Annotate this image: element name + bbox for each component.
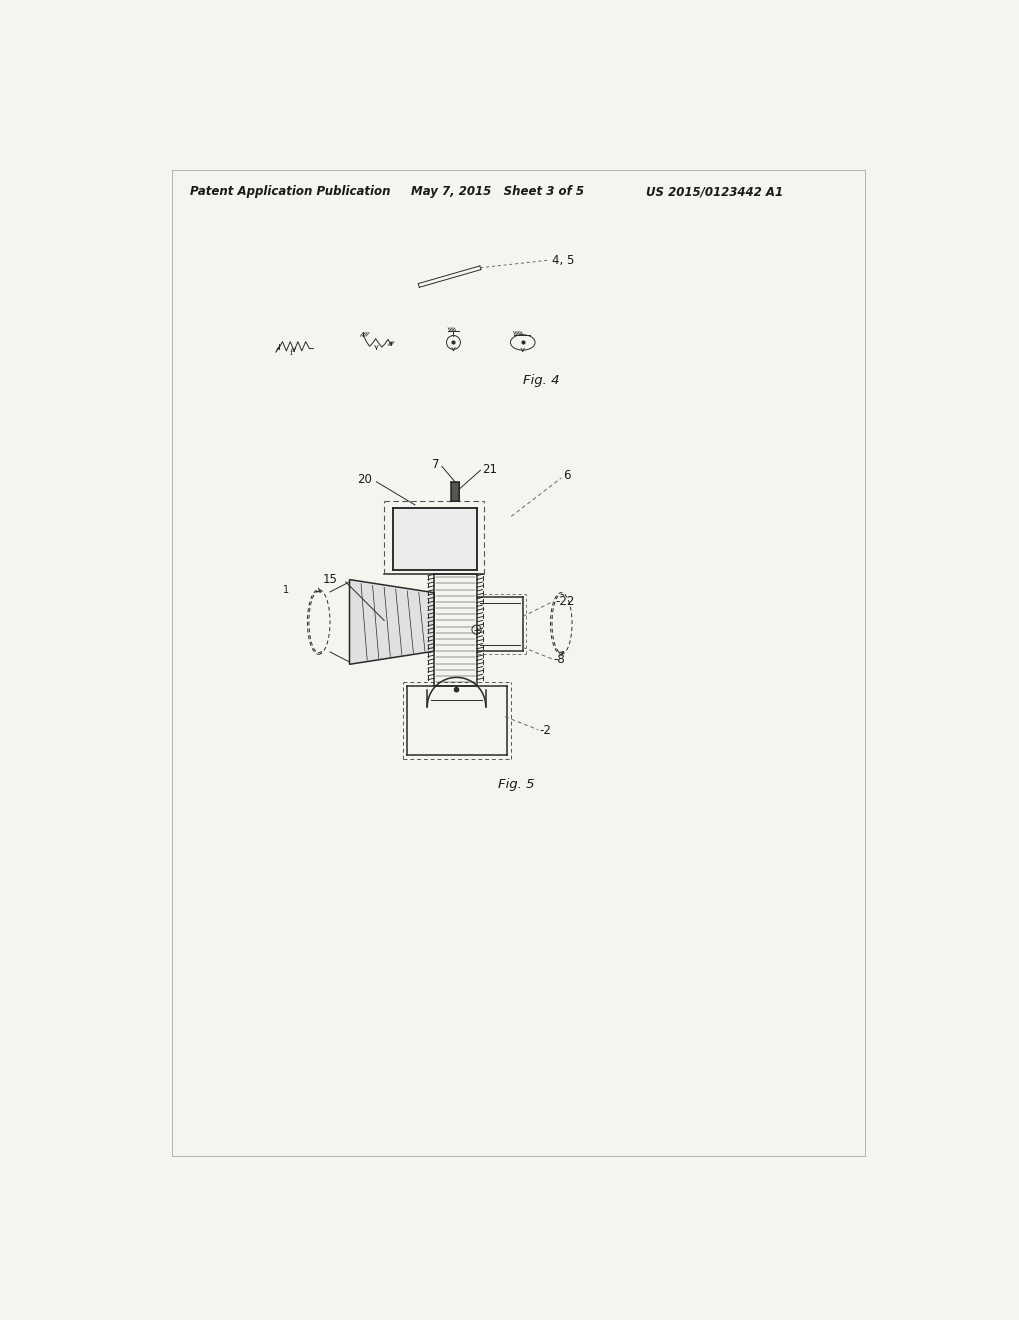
Text: US 2015/0123442 A1: US 2015/0123442 A1 (645, 185, 783, 198)
FancyBboxPatch shape (450, 482, 459, 502)
FancyBboxPatch shape (393, 508, 476, 570)
Text: May 7, 2015   Sheet 3 of 5: May 7, 2015 Sheet 3 of 5 (411, 185, 584, 198)
Text: 15: 15 (322, 573, 337, 586)
Polygon shape (350, 579, 434, 664)
Text: 1: 1 (282, 585, 288, 594)
Text: 6: 6 (564, 469, 571, 482)
Text: -22: -22 (554, 594, 574, 607)
Text: 4, 5: 4, 5 (551, 253, 574, 267)
Text: -2: -2 (539, 723, 551, 737)
Text: -8: -8 (553, 653, 565, 667)
Circle shape (453, 688, 459, 692)
Text: 21: 21 (481, 463, 496, 477)
Text: Fig. 4: Fig. 4 (522, 374, 558, 387)
Text: Patent Application Publication: Patent Application Publication (190, 185, 390, 198)
Text: f: f (290, 348, 293, 358)
Text: Fig. 5: Fig. 5 (497, 779, 534, 791)
Text: 7: 7 (431, 458, 439, 471)
Text: 20: 20 (357, 473, 372, 486)
